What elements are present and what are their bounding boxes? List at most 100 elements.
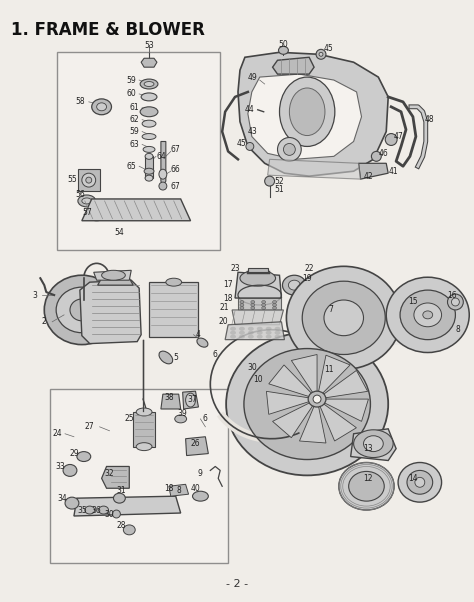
Ellipse shape (262, 303, 265, 306)
Ellipse shape (230, 330, 236, 335)
Text: 19: 19 (302, 274, 312, 283)
Ellipse shape (166, 278, 182, 286)
Ellipse shape (86, 177, 92, 183)
Text: 37: 37 (188, 394, 197, 403)
Text: 56: 56 (75, 190, 85, 199)
Polygon shape (74, 496, 181, 516)
Text: 30: 30 (247, 363, 257, 372)
Polygon shape (268, 160, 361, 179)
Text: 58: 58 (75, 98, 85, 107)
Ellipse shape (63, 465, 77, 476)
Ellipse shape (398, 462, 442, 502)
Ellipse shape (239, 327, 245, 330)
Text: 65: 65 (127, 162, 136, 171)
Ellipse shape (262, 306, 265, 309)
Text: 13: 13 (364, 444, 373, 453)
Text: 15: 15 (408, 297, 418, 306)
Text: 10: 10 (253, 375, 263, 383)
Ellipse shape (251, 303, 255, 306)
Text: 49: 49 (248, 73, 258, 82)
Polygon shape (248, 268, 268, 272)
Ellipse shape (262, 300, 265, 303)
Ellipse shape (324, 300, 364, 336)
Ellipse shape (159, 169, 167, 179)
Text: 59: 59 (127, 76, 136, 84)
Text: 51: 51 (275, 185, 284, 193)
Ellipse shape (159, 182, 167, 190)
Text: 52: 52 (275, 176, 284, 185)
Ellipse shape (78, 195, 96, 207)
Ellipse shape (97, 103, 107, 111)
Text: 6: 6 (203, 414, 208, 423)
Ellipse shape (257, 327, 263, 330)
Bar (133, 412, 155, 447)
Ellipse shape (274, 330, 281, 335)
Text: 59: 59 (129, 127, 139, 136)
Ellipse shape (251, 300, 255, 303)
Polygon shape (248, 74, 362, 160)
Ellipse shape (240, 303, 244, 306)
Polygon shape (98, 278, 133, 285)
Ellipse shape (265, 330, 272, 335)
Text: 47: 47 (393, 132, 403, 141)
Text: 45: 45 (324, 44, 334, 53)
Ellipse shape (273, 300, 276, 303)
Ellipse shape (280, 77, 335, 146)
Text: 22: 22 (304, 264, 314, 273)
Ellipse shape (136, 442, 152, 451)
Text: 66: 66 (171, 165, 181, 174)
Ellipse shape (248, 330, 254, 335)
Ellipse shape (186, 393, 195, 407)
Text: 38: 38 (164, 393, 173, 402)
Text: 44: 44 (245, 105, 255, 114)
Ellipse shape (283, 275, 306, 295)
Text: 16: 16 (447, 291, 457, 300)
Ellipse shape (65, 497, 79, 509)
Ellipse shape (239, 330, 245, 335)
Ellipse shape (230, 335, 236, 339)
Ellipse shape (70, 299, 94, 321)
Polygon shape (82, 199, 191, 221)
Ellipse shape (113, 493, 125, 503)
Ellipse shape (400, 290, 456, 340)
Ellipse shape (123, 525, 135, 535)
Ellipse shape (248, 335, 254, 339)
Text: 3: 3 (32, 291, 37, 300)
Text: 17: 17 (223, 280, 233, 288)
Ellipse shape (316, 49, 326, 59)
Polygon shape (232, 310, 283, 324)
Ellipse shape (142, 134, 156, 140)
Text: 30: 30 (105, 509, 114, 518)
Ellipse shape (144, 168, 154, 174)
Ellipse shape (283, 143, 295, 155)
Polygon shape (292, 355, 317, 393)
Text: 28: 28 (117, 521, 126, 530)
Text: 60: 60 (127, 90, 136, 99)
Text: 26: 26 (191, 439, 201, 448)
Text: 8: 8 (176, 486, 181, 495)
Text: 12: 12 (364, 474, 373, 483)
Polygon shape (186, 436, 209, 456)
Bar (149, 282, 199, 337)
Polygon shape (182, 391, 199, 409)
Ellipse shape (308, 391, 326, 407)
Ellipse shape (175, 415, 187, 423)
Ellipse shape (144, 81, 154, 87)
Ellipse shape (257, 335, 263, 339)
Text: 2: 2 (42, 317, 46, 326)
Polygon shape (319, 355, 350, 394)
Text: 4: 4 (196, 330, 201, 339)
Polygon shape (300, 406, 326, 443)
Ellipse shape (339, 462, 394, 510)
Text: 63: 63 (129, 140, 139, 149)
Ellipse shape (302, 281, 385, 355)
Ellipse shape (274, 335, 281, 339)
Text: 20: 20 (219, 317, 228, 326)
Polygon shape (94, 270, 131, 280)
Text: 61: 61 (129, 104, 139, 113)
Polygon shape (238, 52, 388, 176)
Ellipse shape (159, 351, 173, 364)
Ellipse shape (386, 278, 469, 353)
Ellipse shape (273, 306, 276, 309)
Ellipse shape (274, 327, 281, 330)
